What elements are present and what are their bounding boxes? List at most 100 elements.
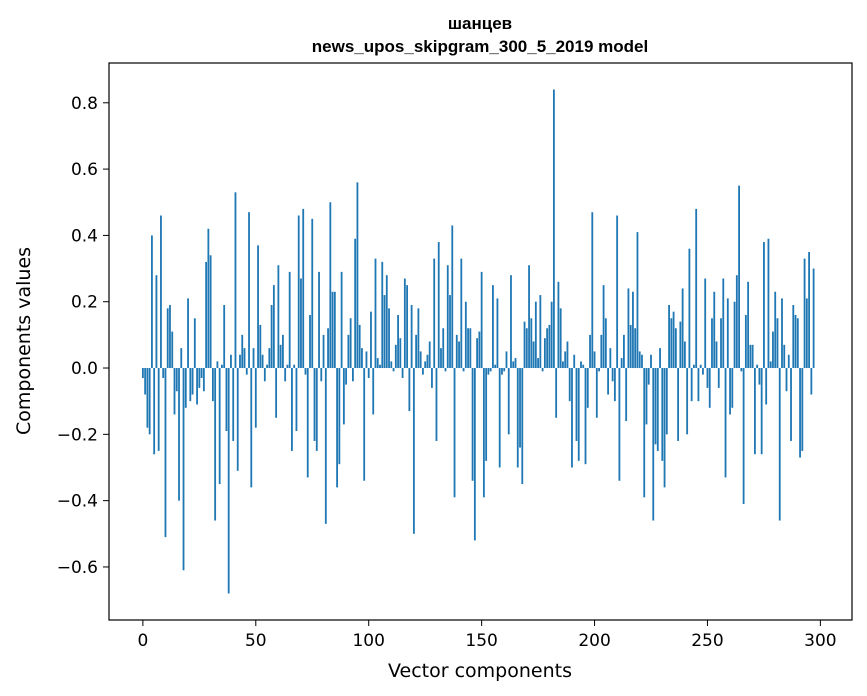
x-tick-label: 150	[465, 631, 497, 651]
bar	[320, 368, 323, 382]
bar	[342, 368, 345, 425]
bar	[144, 368, 147, 395]
bar	[433, 258, 436, 369]
bar	[760, 368, 763, 455]
bar	[401, 368, 404, 378]
bar	[559, 308, 562, 369]
bar	[693, 364, 695, 369]
bar	[690, 368, 693, 402]
bar	[408, 368, 411, 412]
bar	[681, 288, 684, 369]
bar	[365, 351, 368, 369]
bar	[352, 368, 354, 382]
bar	[467, 328, 469, 369]
bar	[566, 341, 569, 369]
bar	[245, 368, 248, 375]
bar	[288, 271, 291, 369]
x-axis-ticks: 0 50 100 150 200 250 300	[137, 620, 837, 651]
bar	[801, 368, 804, 451]
bar	[803, 258, 806, 369]
bar	[555, 368, 558, 418]
bar	[670, 318, 673, 369]
bar	[374, 258, 377, 369]
bar	[406, 285, 409, 369]
y-axis-ticks: −0.6 −0.4 −0.2 0.0 0.2 0.4 0.6 0.8	[57, 94, 109, 578]
bar	[277, 265, 280, 369]
bar	[672, 311, 675, 369]
bar	[415, 334, 418, 369]
bar	[708, 368, 711, 408]
bar	[634, 328, 637, 369]
bar	[202, 368, 205, 392]
bar	[410, 305, 413, 369]
bar	[552, 89, 555, 369]
bar	[141, 368, 144, 378]
bar	[286, 364, 289, 369]
bar	[564, 351, 567, 369]
bar	[261, 354, 264, 369]
bar	[184, 368, 187, 408]
y-axis-label: Components values	[13, 247, 35, 435]
bar	[735, 275, 738, 369]
bar	[715, 341, 718, 369]
bar	[641, 354, 643, 369]
bar	[695, 208, 698, 369]
x-tick-label: 200	[578, 631, 610, 651]
bar	[189, 368, 192, 402]
bar	[792, 305, 795, 369]
bar	[306, 368, 309, 478]
bar	[539, 295, 542, 369]
bar	[541, 368, 544, 372]
bar	[740, 368, 743, 372]
bar	[584, 368, 587, 465]
bar	[482, 368, 485, 498]
bar	[571, 368, 573, 468]
bar	[562, 361, 564, 369]
bar	[677, 368, 680, 441]
bar	[381, 261, 384, 369]
bar	[501, 368, 503, 375]
bar	[519, 368, 521, 448]
bar	[446, 265, 449, 369]
bar	[388, 308, 390, 369]
bar	[593, 351, 596, 369]
bar	[225, 368, 228, 432]
bar	[367, 368, 370, 378]
bar	[148, 368, 151, 435]
bar	[767, 238, 770, 369]
bar	[744, 314, 747, 369]
bar	[449, 295, 451, 369]
bar	[537, 358, 539, 369]
bar	[291, 368, 293, 451]
bar	[609, 348, 612, 369]
bar	[742, 368, 745, 504]
bar	[417, 308, 420, 369]
bar	[279, 344, 282, 369]
bar	[521, 368, 524, 485]
bar	[146, 368, 149, 428]
bar	[169, 305, 171, 369]
bar	[338, 368, 341, 465]
bar	[236, 368, 239, 471]
bar	[385, 275, 388, 369]
bar	[340, 271, 343, 369]
x-axis-label: Vector components	[388, 660, 572, 682]
bar	[772, 331, 774, 369]
bar	[543, 338, 546, 369]
bar	[315, 368, 318, 451]
bar	[198, 368, 201, 388]
chart-title-word: шанцев	[448, 14, 512, 33]
bar	[480, 271, 483, 369]
bar	[221, 364, 223, 369]
bar	[607, 368, 609, 395]
y-tick-label: 0.6	[71, 160, 98, 180]
bar	[175, 368, 178, 392]
bar	[379, 364, 381, 369]
bar	[706, 368, 709, 388]
bar	[643, 368, 646, 498]
bar	[632, 291, 634, 369]
y-tick-label: 0.4	[71, 226, 98, 246]
bar	[223, 305, 226, 369]
bar	[724, 368, 727, 478]
